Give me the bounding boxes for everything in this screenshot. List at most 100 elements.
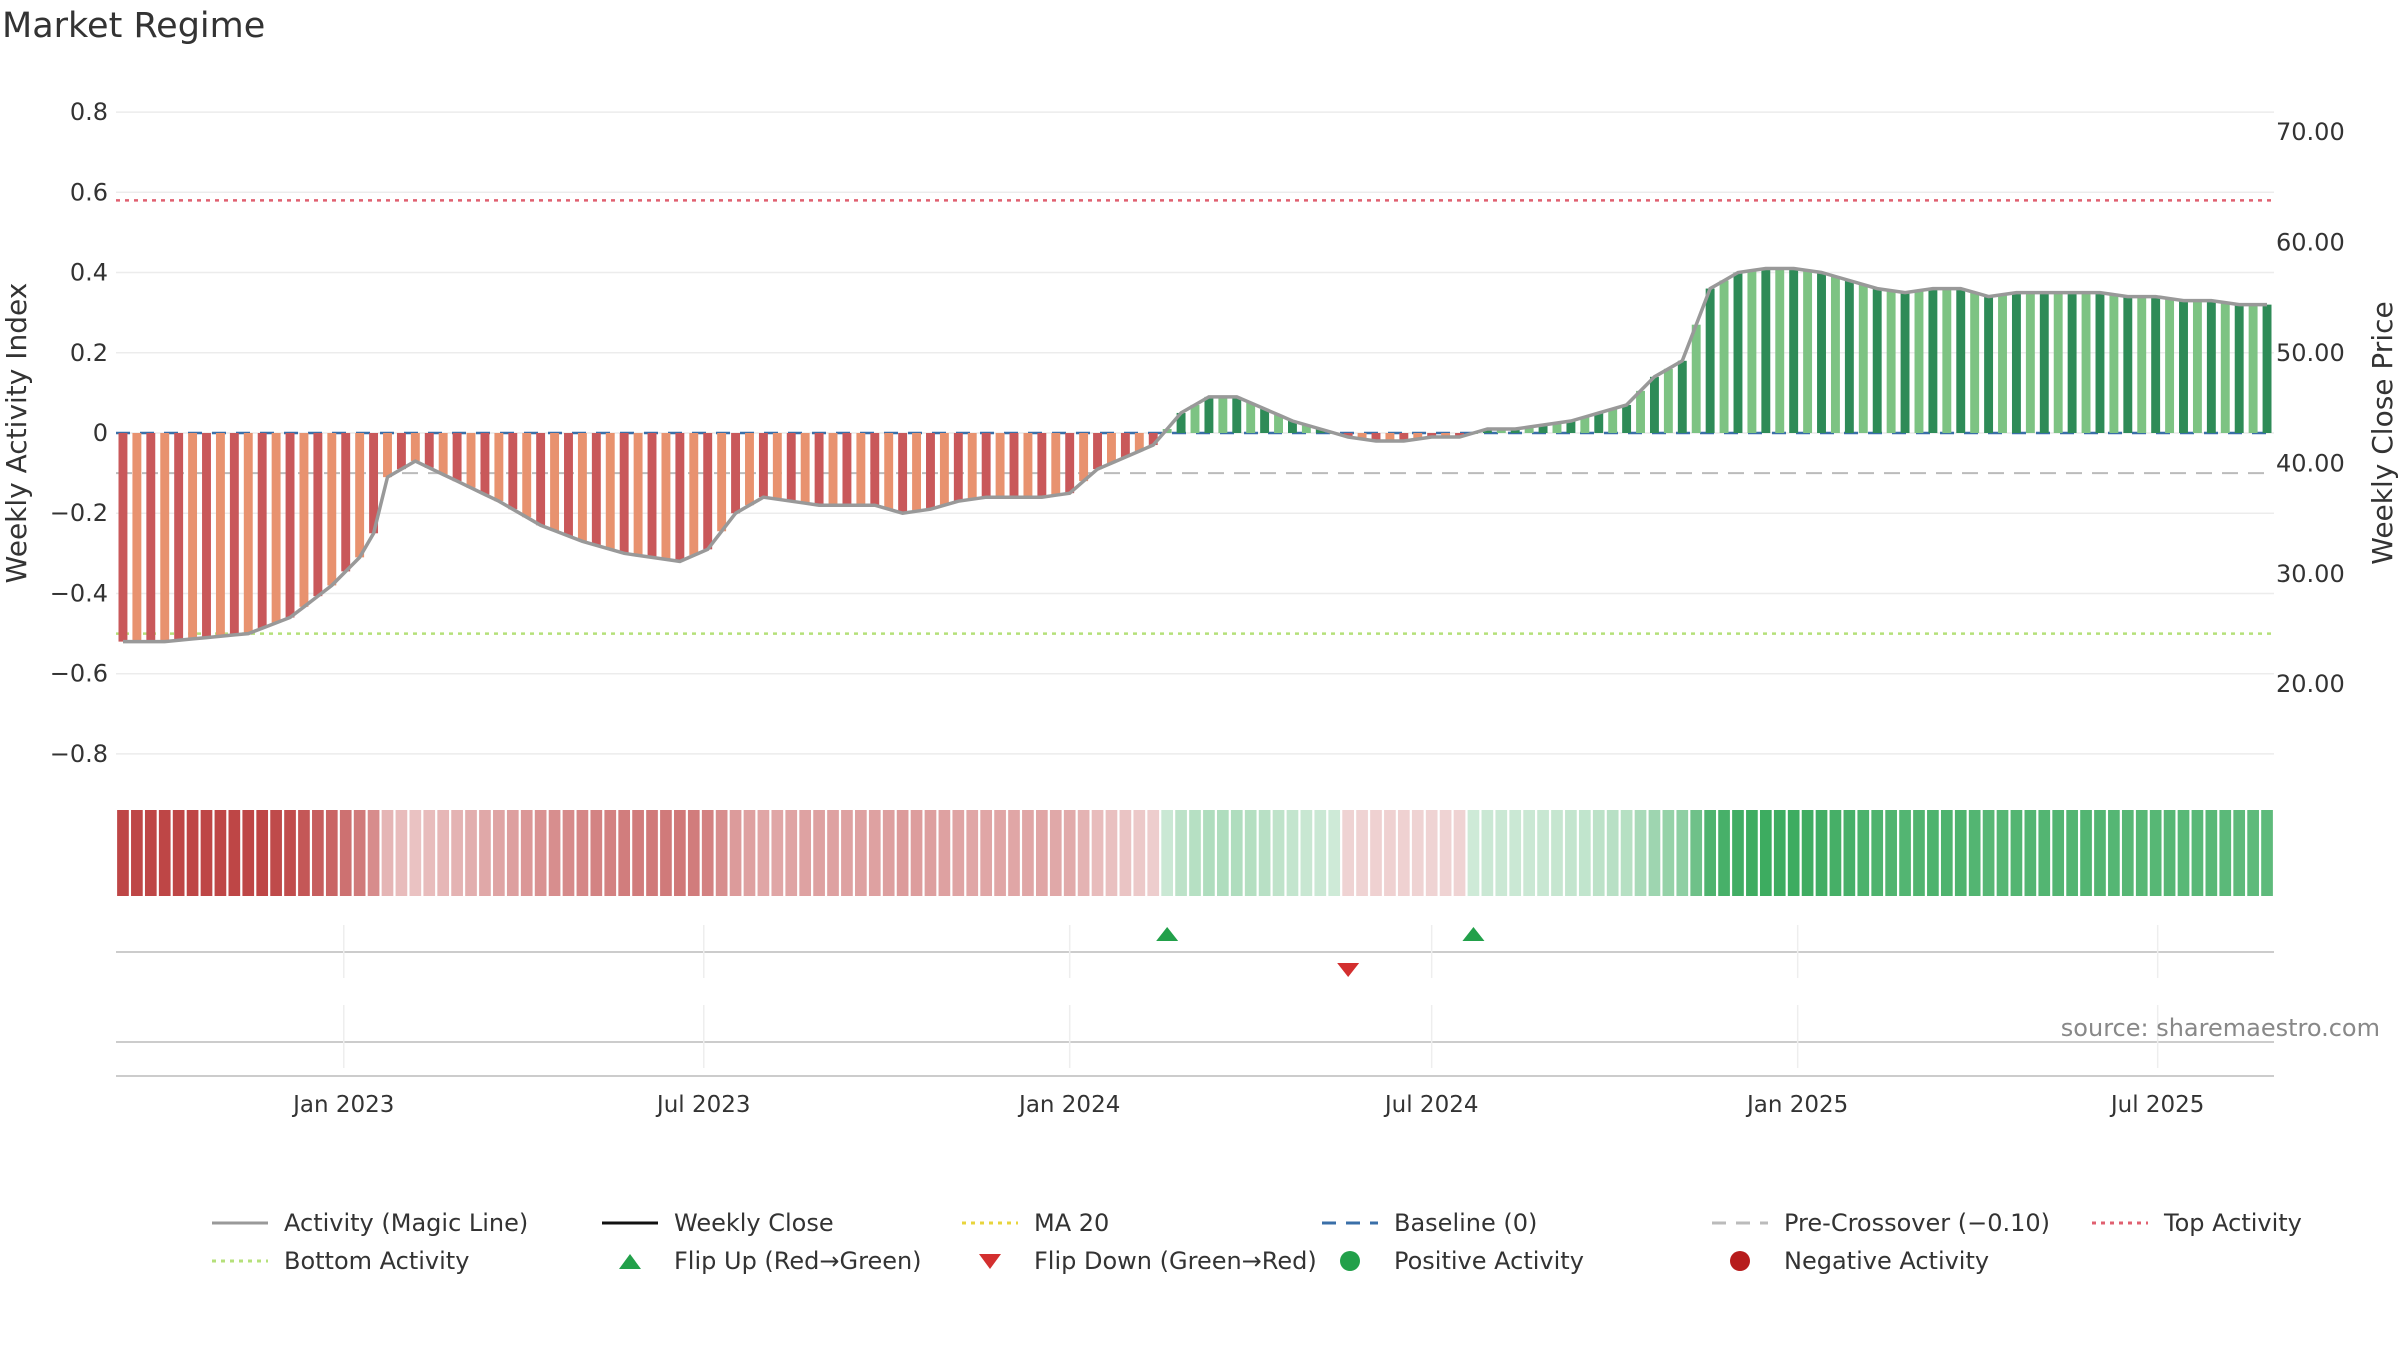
activity-bar xyxy=(633,433,643,556)
activity-bar xyxy=(536,433,546,526)
activity-bar xyxy=(355,433,365,558)
activity-bar xyxy=(1817,272,1826,433)
activity-bar xyxy=(243,433,253,634)
activity-bar xyxy=(619,433,629,554)
activity-bar xyxy=(2206,300,2216,433)
activity-bar xyxy=(1900,292,1910,433)
regime-strip-cell xyxy=(1049,810,1062,896)
activity-bar xyxy=(327,433,337,586)
regime-strip-cell xyxy=(1662,810,1675,896)
activity-bar xyxy=(1218,396,1228,433)
activity-bar xyxy=(1580,416,1590,433)
regime-strip-cell xyxy=(952,810,965,896)
regime-strip-cell xyxy=(687,810,700,896)
activity-bar xyxy=(299,433,309,607)
regime-strip-cell xyxy=(757,810,770,896)
activity-bar xyxy=(717,433,727,532)
activity-bar xyxy=(2095,292,2105,433)
regime-strip-cell xyxy=(2080,810,2092,896)
regime-strip-cell xyxy=(270,810,282,896)
activity-bar xyxy=(1970,292,1980,433)
regime-strip-cell xyxy=(1871,810,1884,896)
activity-bar xyxy=(856,433,866,506)
regime-strip-cell xyxy=(1996,810,2009,896)
activity-bar xyxy=(2192,300,2202,433)
y-left-tick-label: 0.6 xyxy=(70,178,108,206)
activity-bar xyxy=(2262,304,2272,433)
regime-strip-cell xyxy=(1509,810,1522,896)
source-label: source: sharemaestro.com xyxy=(2060,1014,2380,1042)
regime-strip-cell xyxy=(1718,810,1730,896)
activity-bar xyxy=(285,433,295,618)
legend-label: Bottom Activity xyxy=(284,1247,470,1275)
regime-strip-cell xyxy=(144,810,157,896)
regime-strip-cell xyxy=(2149,810,2162,896)
activity-bar xyxy=(2137,296,2147,433)
activity-bar xyxy=(1190,404,1200,433)
activity-bar xyxy=(1789,268,1799,433)
regime-strip-cell xyxy=(1216,810,1229,896)
regime-strip-cell xyxy=(339,810,352,896)
regime-strip-cell xyxy=(1105,810,1118,896)
regime-strip-cell xyxy=(1161,810,1174,896)
flip-up-marker xyxy=(1156,927,1179,941)
activity-bar xyxy=(1482,428,1492,433)
regime-strip-cell xyxy=(1467,810,1480,896)
activity-bar xyxy=(1496,428,1506,433)
regime-strip-cell xyxy=(604,810,617,896)
regime-strip-cell xyxy=(1244,810,1257,896)
regime-strip-cell xyxy=(1968,810,1981,896)
regime-strip-cell xyxy=(618,810,631,896)
regime-strip-cell xyxy=(520,810,533,896)
legend: Activity (Magic Line) Weekly Close MA 20 Ba… xyxy=(210,1204,2360,1280)
regime-strip-cell xyxy=(1899,810,1911,896)
regime-strip-cell xyxy=(131,810,143,896)
y-right-tick-label: 40.00 xyxy=(2276,449,2345,477)
legend-swatch xyxy=(1730,1251,1750,1271)
regime-strip-cell xyxy=(172,810,185,896)
activity-bar xyxy=(1872,288,1882,433)
activity-bar xyxy=(341,433,351,572)
activity-bar xyxy=(1608,408,1618,433)
regime-strip-cell xyxy=(353,810,366,896)
y-right-tick-label: 70.00 xyxy=(2276,118,2345,146)
regime-strip-cell xyxy=(1913,810,1925,896)
regime-strip-cell xyxy=(1356,810,1368,896)
activity-bar xyxy=(577,433,587,542)
x-tick-label: Jan 2024 xyxy=(1017,1092,1120,1118)
y-right-tick-label: 60.00 xyxy=(2276,229,2345,257)
activity-bar xyxy=(1956,288,1966,433)
legend-row: Activity (Magic Line) Weekly Close MA 20 Ba… xyxy=(210,1204,2360,1242)
regime-strip-cell xyxy=(660,810,672,896)
regime-strip-cell xyxy=(298,810,310,896)
regime-strip-cell xyxy=(841,810,853,896)
activity-bar xyxy=(1037,433,1047,498)
regime-strip-cell xyxy=(1175,810,1187,896)
activity-bar xyxy=(1413,433,1423,440)
activity-bar xyxy=(1984,296,1994,433)
activity-bar xyxy=(1830,276,1840,433)
y-left-tick-label: 0.8 xyxy=(70,98,108,126)
activity-bar xyxy=(1691,324,1701,433)
activity-bar xyxy=(2053,292,2063,433)
regime-strip-cell xyxy=(1690,810,1703,896)
activity-bar xyxy=(731,433,741,514)
activity-bar xyxy=(2220,302,2230,433)
legend-swatch xyxy=(1712,1221,1768,1225)
regime-strip-cell xyxy=(729,810,742,896)
legend-item: Baseline (0) xyxy=(1320,1204,1537,1242)
regime-strip-cell xyxy=(1300,810,1313,896)
activity-bar xyxy=(870,433,880,506)
activity-bar xyxy=(2234,304,2244,433)
regime-strip-cell xyxy=(1063,810,1076,896)
activity-bar xyxy=(2067,292,2077,433)
regime-strip-cell xyxy=(409,810,422,896)
activity-bar xyxy=(1204,396,1214,433)
regime-strip-cell xyxy=(1787,810,1800,896)
legend-item: Flip Up (Red→Green) xyxy=(600,1242,922,1280)
x-tick-label: Jan 2025 xyxy=(1745,1092,1848,1118)
activity-bar xyxy=(1886,290,1896,433)
activity-bar xyxy=(2123,296,2133,433)
activity-bar xyxy=(188,433,198,639)
